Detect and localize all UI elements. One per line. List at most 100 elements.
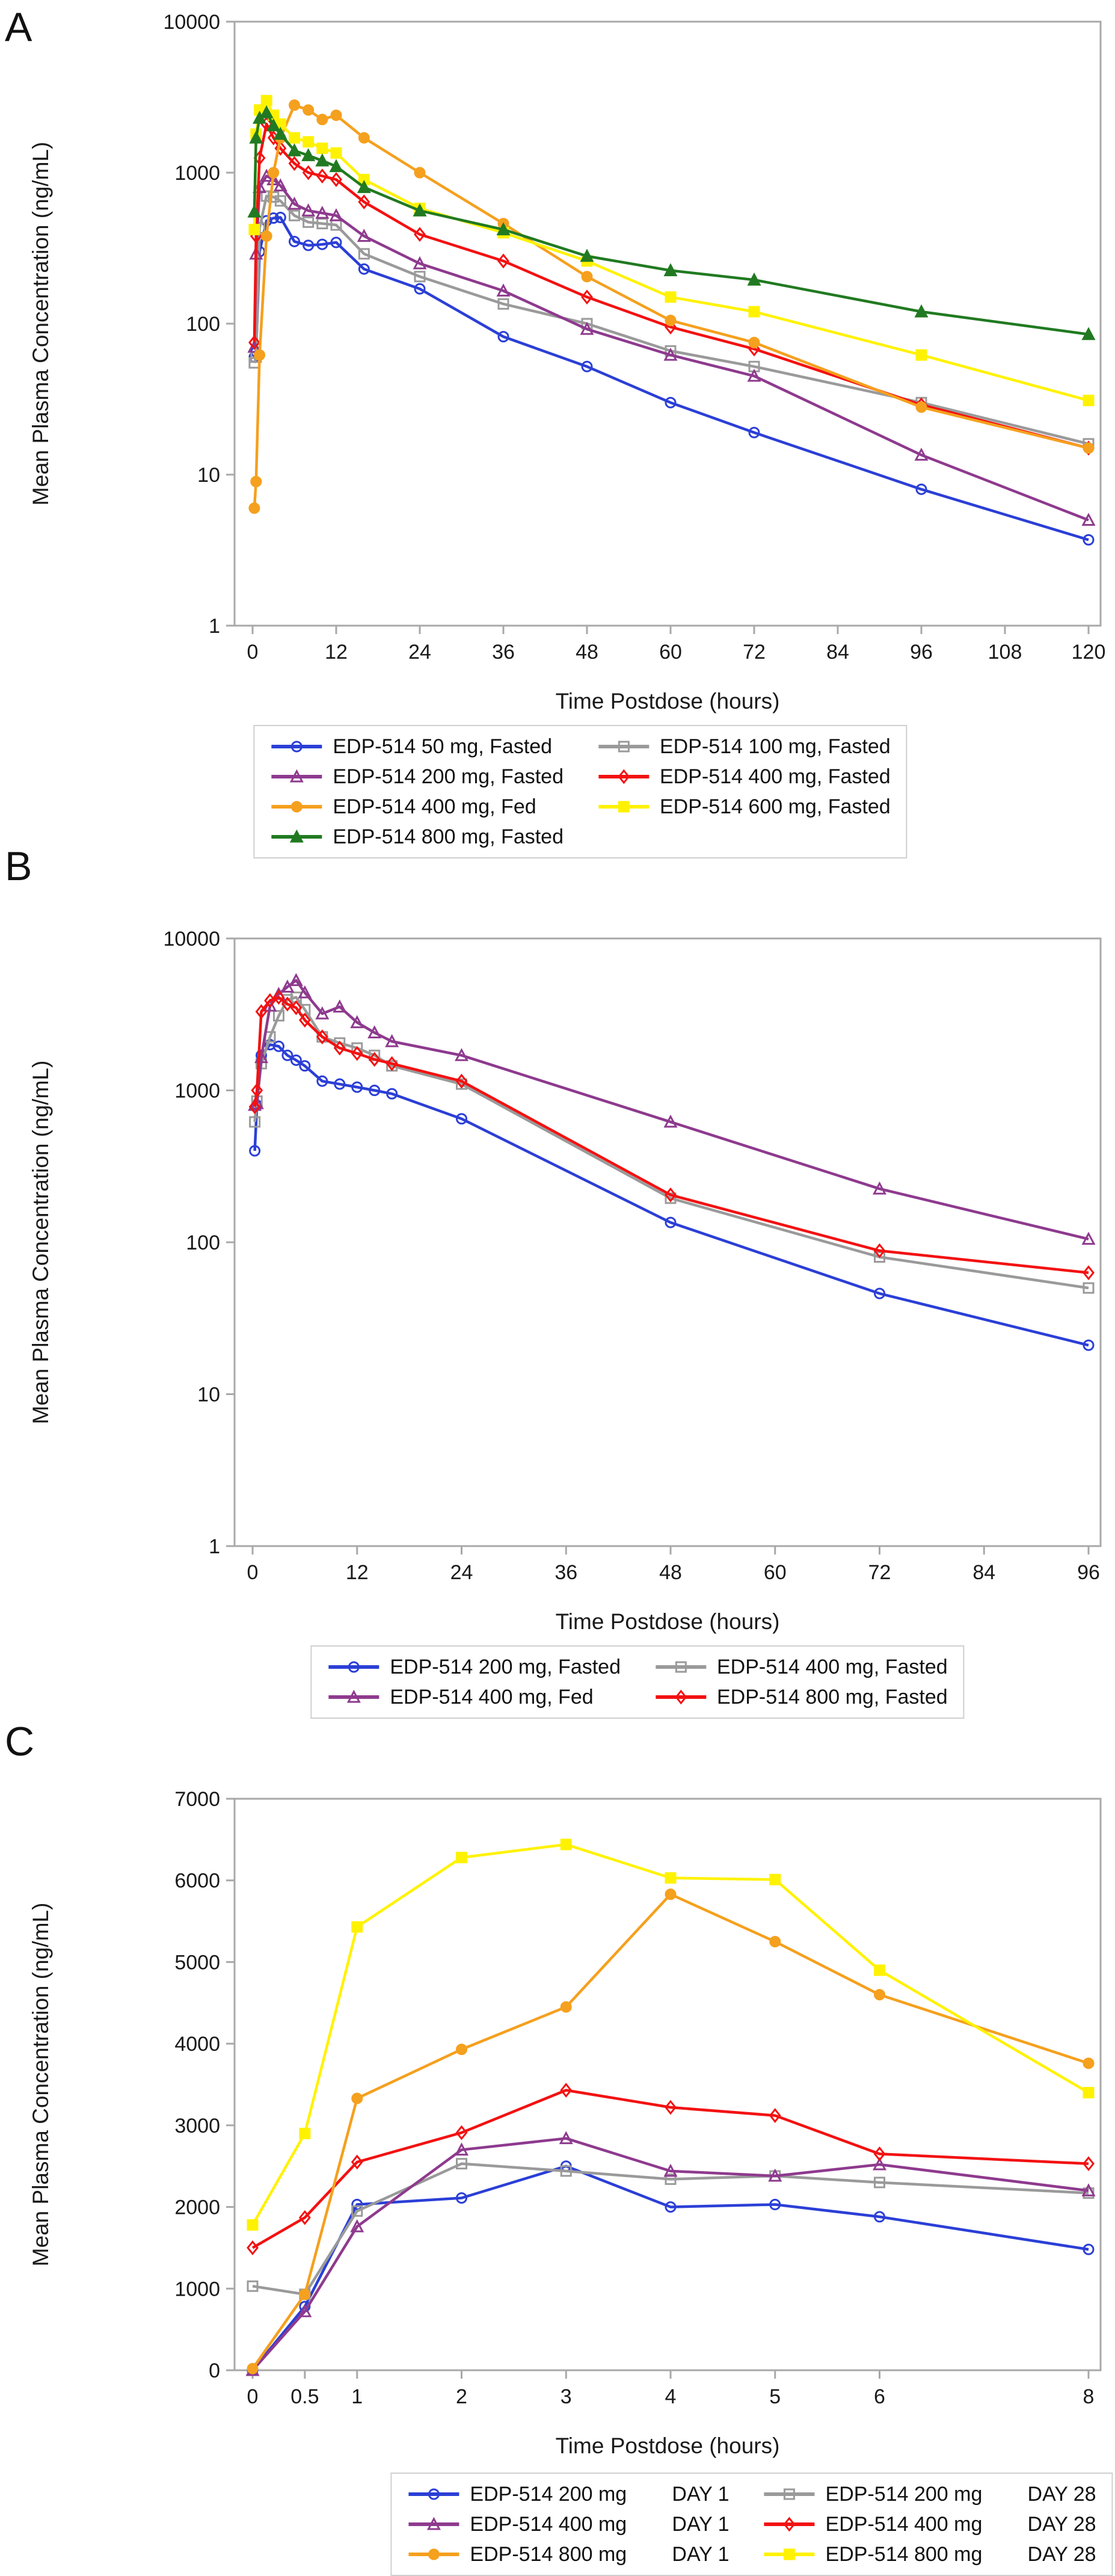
triangle-marker-icon	[873, 1181, 886, 1195]
diamond-marker-icon	[414, 227, 426, 242]
x-axis-title: Time Postdose (hours)	[556, 2433, 780, 2458]
diamond-marker-icon	[298, 2210, 311, 2225]
square-marker-icon	[1083, 1282, 1095, 1294]
y-tick-label: 1000	[174, 2278, 220, 2300]
diamond-marker-icon	[455, 1073, 468, 1089]
y-axis-title: Mean Plasma Concentration (ng/mL)	[28, 1061, 53, 1425]
square-marker-icon	[748, 306, 760, 318]
y-tick-label: 3000	[174, 2115, 220, 2137]
x-tick-label: 1	[351, 2385, 363, 2408]
circle-marker-icon	[254, 349, 266, 361]
triangle-marker-icon	[385, 1034, 399, 1047]
circle-marker-icon	[1083, 534, 1095, 546]
triangle-marker-icon	[289, 973, 303, 987]
series-line-edp-514-800-mg-day-28	[251, 1843, 1090, 2226]
x-tick-label: 36	[492, 641, 515, 664]
square-marker-icon	[272, 1009, 284, 1021]
diamond-marker-icon	[873, 1243, 886, 1259]
circle-marker-icon	[289, 235, 300, 247]
series-line-edp-514-800-mg-day-1	[251, 1893, 1089, 2370]
diamond-marker-icon	[358, 194, 370, 210]
y-tick-label: 6000	[174, 1870, 220, 1893]
square-marker-icon	[274, 195, 286, 207]
square-marker-icon	[456, 2158, 467, 2170]
square-marker-icon	[289, 209, 300, 221]
legend-sample-icon	[271, 829, 322, 843]
square-marker-icon	[874, 1964, 885, 1976]
legend-label: EDP-514 400 mg, Fasted	[660, 765, 891, 788]
x-tick-label: 120	[1072, 641, 1106, 664]
circle-marker-icon	[351, 2092, 363, 2104]
x-tick-label: 48	[576, 641, 598, 664]
triangle-marker-icon	[1081, 1231, 1096, 1245]
series-line-edp-514-400-mg-fed	[254, 979, 1089, 1240]
diamond-marker-icon	[351, 1046, 363, 1061]
legend-sample-icon	[328, 1689, 379, 1703]
triangle-marker-icon	[315, 205, 330, 219]
square-marker-icon	[675, 1661, 687, 1673]
legend-sample-icon	[408, 2548, 459, 2560]
legend-entry: EDP-514 800 mg, Fasted	[654, 1683, 948, 1712]
triangle-marker-icon	[333, 999, 347, 1013]
diamond-marker-icon	[675, 1689, 687, 1705]
legend-day-label: DAY 1	[672, 2512, 730, 2536]
square-marker-icon	[915, 349, 927, 361]
panel-a-plot: 1 10 100 1000 10000 0 12 24 36 48 60 72 84 96 108 120 Ti…	[28, 11, 1106, 713]
panel-c-plot: 0 1000 2000 3000 4000 5000 6000 7000 0 0.5 1 2 3 4 5 6 8…	[28, 1788, 1102, 2458]
x-tick-label: 0	[247, 1561, 259, 1584]
diamond-marker-icon	[248, 334, 260, 350]
square-marker-icon	[874, 1251, 885, 1263]
circle-marker-icon	[769, 2199, 781, 2210]
triangle-marker-icon	[1081, 327, 1096, 340]
triangle-marker-icon	[280, 979, 295, 993]
square-marker-icon	[247, 2280, 259, 2292]
legend-entry: EDP-514 400 mg, Fasted	[654, 1653, 948, 1681]
panel-c-legend: EDP-514 200 mg DAY 1 EDP-514 200 mg DAY 28 E…	[390, 2473, 1113, 2576]
diamond-marker-icon	[316, 1029, 328, 1044]
y-tick-label: 0	[209, 2359, 220, 2382]
triangle-marker-icon	[253, 180, 267, 193]
circle-marker-icon	[1083, 1339, 1095, 1351]
legend-entry: EDP-514 50 mg, Fasted	[270, 732, 564, 761]
square-marker-icon	[665, 291, 677, 303]
triangle-marker-icon	[496, 283, 511, 297]
triangle-marker-icon	[259, 105, 274, 119]
circle-marker-icon	[330, 236, 342, 248]
circle-marker-icon	[769, 1936, 781, 1947]
diamond-marker-icon	[368, 1052, 381, 1067]
circle-marker-icon	[334, 1078, 346, 1090]
legend-entry: EDP-514 400 mg, Fed	[327, 1683, 621, 1712]
legend-label: EDP-514 400 mg, Fed	[390, 1685, 594, 1709]
x-tick-label: 84	[826, 641, 849, 664]
legend-label: EDP-514 600 mg, Fasted	[660, 795, 891, 818]
legend-sample-icon	[764, 2488, 815, 2500]
square-marker-icon	[303, 136, 315, 148]
legend-sample-icon	[764, 2548, 815, 2560]
x-tick-label: 72	[743, 641, 766, 664]
series-line-edp-514-400-mg-fasted	[253, 122, 1089, 449]
triangle-marker-icon	[367, 1025, 382, 1038]
circle-marker-icon	[665, 1216, 677, 1228]
triangle-marker-icon	[426, 2516, 441, 2530]
x-tick-label: 0.5	[290, 2385, 319, 2408]
circle-marker-icon	[290, 741, 303, 753]
triangle-marker-icon	[747, 272, 761, 286]
x-tick-label: 48	[659, 1561, 682, 1584]
square-marker-icon	[618, 741, 630, 753]
legend-day-label: DAY 1	[672, 2542, 730, 2566]
triangle-marker-icon	[496, 222, 511, 236]
legend-label: EDP-514 200 mg, Fasted	[390, 1655, 621, 1678]
panel-c-letter: C	[5, 1719, 35, 1764]
circle-marker-icon	[351, 1081, 363, 1093]
square-marker-icon	[260, 94, 272, 106]
legend-entry: EDP-514 100 mg, Fasted	[597, 732, 891, 761]
circle-marker-icon	[414, 283, 426, 295]
legend-sample-icon	[408, 2516, 459, 2530]
triangle-marker-icon	[413, 203, 427, 217]
diamond-marker-icon	[264, 993, 276, 1008]
y-tick-label: 5000	[174, 1951, 220, 1974]
legend-entry: EDP-514 800 mg, Fasted	[270, 822, 564, 851]
panel-c: C 0 1000 2000 3000 4000 5000 6000 7000 0 0.5 1 2 3 4 5…	[0, 1696, 1115, 2576]
circle-marker-icon	[456, 2044, 467, 2056]
